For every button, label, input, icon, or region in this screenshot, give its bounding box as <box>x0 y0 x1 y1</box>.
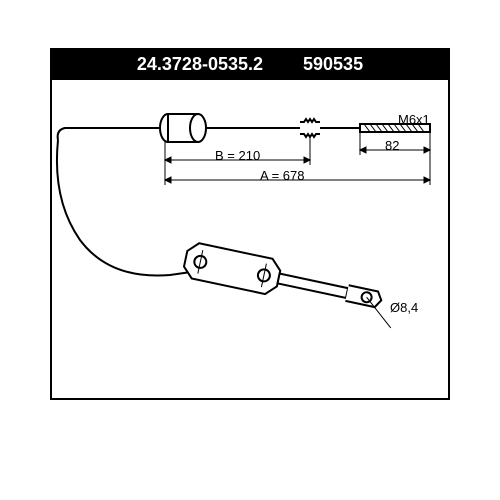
technical-drawing <box>50 80 450 400</box>
bracket-rod <box>278 274 349 298</box>
label-b: B = 210 <box>215 148 260 163</box>
cable-left-segment <box>58 128 160 140</box>
diagram-container: 24.3728-0535.2 590535 <box>0 0 500 500</box>
bracket-assembly <box>180 241 399 328</box>
bracket-plate <box>182 241 282 296</box>
label-diameter: Ø8,4 <box>390 300 418 315</box>
housing-right-cap <box>190 114 206 142</box>
title-bar: 24.3728-0535.2 590535 <box>50 48 450 80</box>
part-number: 24.3728-0535.2 <box>137 54 263 75</box>
label-a: A = 678 <box>260 168 304 183</box>
product-code: 590535 <box>303 54 363 75</box>
boot-ridges <box>300 119 320 137</box>
label-82: 82 <box>385 138 399 153</box>
label-thread: M6x1 <box>398 112 430 127</box>
